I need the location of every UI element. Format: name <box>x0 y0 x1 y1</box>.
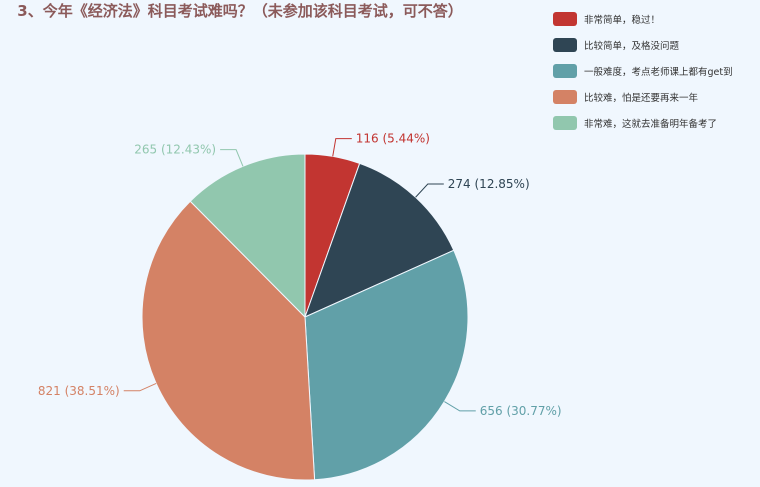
legend-label-very-easy: 非常简单，稳过！ <box>584 15 661 26</box>
slice-label-line-1 <box>415 183 444 198</box>
legend-item-very-easy[interactable]: 非常简单，稳过！ <box>553 10 758 28</box>
chart-legend: 非常简单，稳过！ 比较简单，及格没问题 一般难度，考点老师课上都有get到 比较… <box>553 10 758 140</box>
legend-item-very-hard[interactable]: 非常难，这就去准备明年备考了 <box>553 114 758 132</box>
legend-item-fairly-hard[interactable]: 比较难，怕是还要再来一年 <box>553 88 758 106</box>
slice-data-label-2: 656 (30.77%) <box>480 404 562 418</box>
slice-data-label-0: 116 (5.44%) <box>356 132 430 146</box>
legend-swatch-fairly-easy <box>553 38 577 52</box>
legend-swatch-average <box>553 64 577 78</box>
slice-data-label-4: 265 (12.43%) <box>134 143 216 157</box>
chart-title: 3、今年《经济法》科目考试难吗？（未参加该科目考试，可不答） <box>17 2 463 20</box>
slice-label-line-4 <box>220 149 244 167</box>
legend-label-very-hard: 非常难，这就去准备明年备考了 <box>584 119 718 130</box>
slice-data-label-1: 274 (12.85%) <box>448 177 530 191</box>
pie-slice-1[interactable] <box>304 162 455 318</box>
legend-swatch-fairly-hard <box>553 90 577 104</box>
legend-label-fairly-easy: 比较简单，及格没问题 <box>584 41 680 52</box>
legend-label-average: 一般难度，考点老师课上都有get到 <box>584 67 733 78</box>
slice-label-line-0 <box>332 138 352 157</box>
legend-swatch-very-hard <box>553 116 577 130</box>
slice-data-label-3: 821 (38.51%) <box>38 384 120 398</box>
legend-item-average[interactable]: 一般难度，考点老师课上都有get到 <box>553 62 758 80</box>
legend-swatch-very-easy <box>553 12 577 26</box>
legend-label-fairly-hard: 比较难，怕是还要再来一年 <box>584 93 699 104</box>
slice-label-line-3 <box>123 383 157 392</box>
legend-item-fairly-easy[interactable]: 比较简单，及格没问题 <box>553 36 758 54</box>
slice-label-line-2 <box>444 401 476 412</box>
pie-slice-2[interactable] <box>304 249 469 481</box>
